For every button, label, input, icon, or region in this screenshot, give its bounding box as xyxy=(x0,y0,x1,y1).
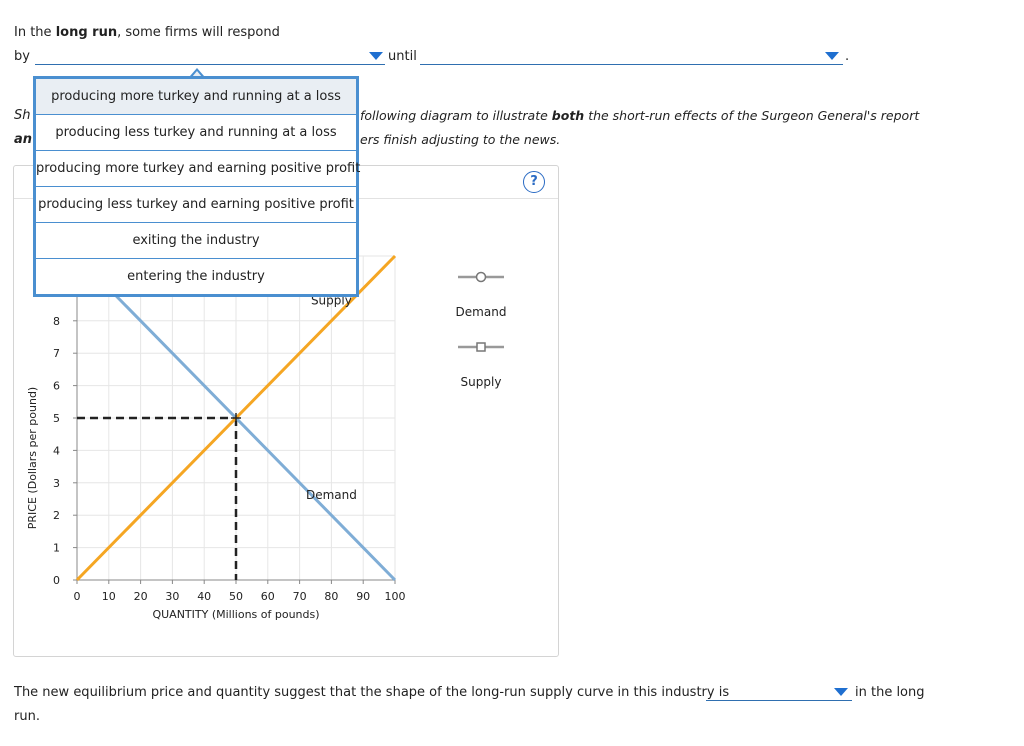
legend-supply-square-icon[interactable] xyxy=(476,342,486,352)
help-icon[interactable]: ? xyxy=(523,171,545,193)
menu-item-more-loss[interactable]: producing more turkey and running at a l… xyxy=(36,79,356,115)
menu-item-exiting[interactable]: exiting the industry xyxy=(36,223,356,259)
x-tick-label: 10 xyxy=(102,590,116,603)
y-tick-label: 0 xyxy=(53,574,60,587)
x-tick-label: 90 xyxy=(356,590,370,603)
instruction-frag-2: an xyxy=(14,132,33,147)
question-line-1: In the long run, some firms will respond xyxy=(14,25,280,40)
x-tick-label: 20 xyxy=(134,590,148,603)
x-tick-label: 70 xyxy=(293,590,307,603)
legend-supply-label: Supply xyxy=(461,375,502,389)
q1-pre: In the xyxy=(14,25,52,40)
y-tick-label: 4 xyxy=(53,444,60,457)
x-tick-label: 50 xyxy=(229,590,243,603)
dropdown-2-caret-icon[interactable] xyxy=(825,52,839,60)
y-tick-label: 7 xyxy=(53,347,60,360)
until-label: until xyxy=(388,49,417,64)
x-axis-title: QUANTITY (Millions of pounds) xyxy=(152,608,319,621)
dropdown-1-caret-icon[interactable] xyxy=(369,52,383,60)
y-tick-label: 6 xyxy=(53,380,60,393)
x-tick-label: 0 xyxy=(74,590,81,603)
question-2-after: in the long xyxy=(855,685,925,700)
instr1-pre: following diagram to illustrate xyxy=(360,108,548,123)
dropdown-2[interactable] xyxy=(420,64,843,65)
dropdown-3-caret-icon[interactable] xyxy=(834,688,848,696)
supply-curve-label: Supply xyxy=(311,294,352,308)
q1-bold: long run xyxy=(55,25,118,40)
question-2-text: The new equilibrium price and quantity s… xyxy=(14,685,730,700)
menu-item-more-profit[interactable]: producing more turkey and earning positi… xyxy=(36,151,360,187)
legend-demand-circle-icon[interactable] xyxy=(475,271,487,283)
instruction-line-1: following diagram to illustrate both the… xyxy=(360,108,919,123)
q1-post: , some firms will respond xyxy=(117,25,280,40)
x-tick-label: 30 xyxy=(165,590,179,603)
legend: Demand Supply xyxy=(456,271,507,389)
y-tick-label: 2 xyxy=(53,509,60,522)
menu-item-entering[interactable]: entering the industry xyxy=(36,259,356,294)
x-tick-label: 40 xyxy=(197,590,211,603)
demand-curve-label: Demand xyxy=(306,488,357,502)
x-tick-label: 100 xyxy=(385,590,406,603)
period: . xyxy=(845,49,850,64)
dropdown-menu: producing more turkey and running at a l… xyxy=(33,76,360,297)
menu-item-less-loss[interactable]: producing less turkey and running at a l… xyxy=(36,115,356,151)
y-tick-label: 5 xyxy=(53,412,60,425)
dropdown-1[interactable] xyxy=(35,64,385,65)
menu-item-less-profit[interactable]: producing less turkey and earning positi… xyxy=(36,187,356,223)
menu-notch-inner xyxy=(192,71,202,77)
y-tick-label: 3 xyxy=(53,477,60,490)
x-tick-label: 60 xyxy=(261,590,275,603)
x-tick-label: 80 xyxy=(324,590,338,603)
dropdown-3[interactable] xyxy=(706,700,852,701)
instruction-line-2: ers finish adjusting to the news. xyxy=(360,132,561,147)
y-tick-label: 1 xyxy=(53,542,60,555)
by-label: by xyxy=(14,49,30,64)
y-axis-title: PRICE (Dollars per pound) xyxy=(26,387,39,529)
instr1-post: the short-run effects of the Surgeon Gen… xyxy=(588,108,920,123)
question-2-line2: run. xyxy=(14,709,40,724)
instr1-bold: both xyxy=(551,108,585,123)
y-tick-label: 8 xyxy=(53,315,60,328)
instruction-frag-1: Sh xyxy=(14,108,31,123)
legend-demand-label: Demand xyxy=(456,305,507,319)
